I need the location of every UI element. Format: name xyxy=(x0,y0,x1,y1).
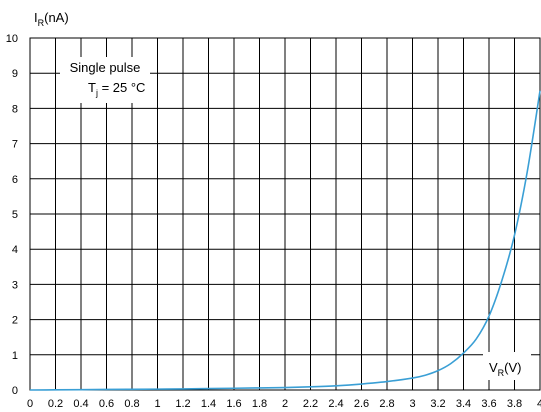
x-tick-label: 3.6 xyxy=(481,398,496,410)
grid xyxy=(29,37,541,391)
series-point xyxy=(106,389,107,390)
series-point xyxy=(29,389,30,390)
x-tick-label: 2.6 xyxy=(354,398,369,410)
x-axis-title: VR(V) xyxy=(489,360,522,378)
series-point xyxy=(182,388,183,389)
series-point xyxy=(55,389,56,390)
x-tick-label: 3 xyxy=(409,398,415,410)
y-tick-label: 7 xyxy=(12,139,18,151)
series-group xyxy=(29,90,541,391)
x-tick-labels: 0 0.2 0.4 0.6 0.8 1 1.2 1.4 1.6 1.8 2 2.2 2.4 2.6 2.8 3… xyxy=(27,398,541,410)
x-tick-label: 2.4 xyxy=(328,398,343,410)
x-tick-label: 0.8 xyxy=(124,398,139,410)
series-point xyxy=(233,388,234,389)
annotation-line2: Tj = 25 °C xyxy=(88,80,145,98)
series-point xyxy=(527,171,528,172)
series-point xyxy=(310,386,311,387)
series-point xyxy=(488,315,489,316)
x-tick-label: 1 xyxy=(154,398,160,410)
series-point xyxy=(80,389,81,390)
x-tick-label: 1.8 xyxy=(252,398,267,410)
x-tick-label: 3.8 xyxy=(507,398,522,410)
x-tick-label: 2.2 xyxy=(303,398,318,410)
x-axis-title-sub: R xyxy=(498,368,505,378)
y-tick-labels: 0 1 2 3 4 5 6 7 8 9 10 xyxy=(6,33,18,397)
series-point xyxy=(335,385,336,386)
plot-border xyxy=(29,37,541,391)
x-tick-label: 3.4 xyxy=(456,398,471,410)
x-tick-label: 0.4 xyxy=(73,398,88,410)
x-tick-label: 1.4 xyxy=(201,398,216,410)
x-tick-label: 0.2 xyxy=(48,398,63,410)
series-point xyxy=(539,90,540,91)
x-tick-label: 0.6 xyxy=(99,398,114,410)
series-point xyxy=(131,389,132,390)
y-tick-label: 1 xyxy=(12,350,18,362)
series-point xyxy=(157,389,158,390)
series-point xyxy=(259,387,260,388)
series-point xyxy=(208,388,209,389)
x-tick-label: 2 xyxy=(282,398,288,410)
annotation-temp-symbol: T xyxy=(88,80,96,95)
y-tick-label: 2 xyxy=(12,315,18,327)
series-line xyxy=(29,90,541,391)
series-point xyxy=(412,377,413,378)
x-tick-label: 2.8 xyxy=(379,398,394,410)
y-tick-label: 3 xyxy=(12,279,18,291)
x-axis-title-box xyxy=(483,352,531,380)
series-point xyxy=(450,363,451,364)
plot-frame xyxy=(29,37,541,391)
y-tick-label: 10 xyxy=(6,33,18,45)
x-axis-title-main: V xyxy=(489,360,498,375)
annotation-line1: Single pulse xyxy=(70,60,141,75)
y-axis-title-main: I xyxy=(34,10,38,25)
annotation: Single pulse Tj = 25 °C xyxy=(60,57,150,103)
y-tick-label: 5 xyxy=(12,209,18,221)
series-point xyxy=(425,375,426,376)
series-point xyxy=(386,381,387,382)
series-point xyxy=(514,235,515,236)
y-axis-title: IR(nA) xyxy=(34,10,69,28)
x-tick-label: 1.2 xyxy=(175,398,190,410)
x-tick-label: 1.6 xyxy=(226,398,241,410)
y-tick-label: 8 xyxy=(12,103,18,115)
y-tick-label: 0 xyxy=(12,385,18,397)
y-tick-label: 9 xyxy=(12,68,18,80)
series-point xyxy=(463,352,464,353)
annotation-temp-value: = 25 °C xyxy=(98,80,145,95)
y-tick-label: 6 xyxy=(12,174,18,186)
annotation-temp-subscript: j xyxy=(95,88,98,98)
x-tick-label: 4 xyxy=(537,398,541,410)
series-point xyxy=(284,387,285,388)
y-axis-title-sub: R xyxy=(38,18,45,28)
annotation-box xyxy=(60,57,150,103)
x-tick-label: 3.2 xyxy=(430,398,445,410)
x-axis-title-group: VR(V) xyxy=(483,352,531,380)
x-tick-label: 0 xyxy=(27,398,33,410)
x-axis-title-unit: (V) xyxy=(504,360,521,375)
series-point xyxy=(501,280,502,281)
series-point xyxy=(361,383,362,384)
series-point xyxy=(476,338,477,339)
series-point xyxy=(437,370,438,371)
y-axis-title-unit: (nA) xyxy=(44,10,69,25)
y-tick-label: 4 xyxy=(12,244,18,256)
